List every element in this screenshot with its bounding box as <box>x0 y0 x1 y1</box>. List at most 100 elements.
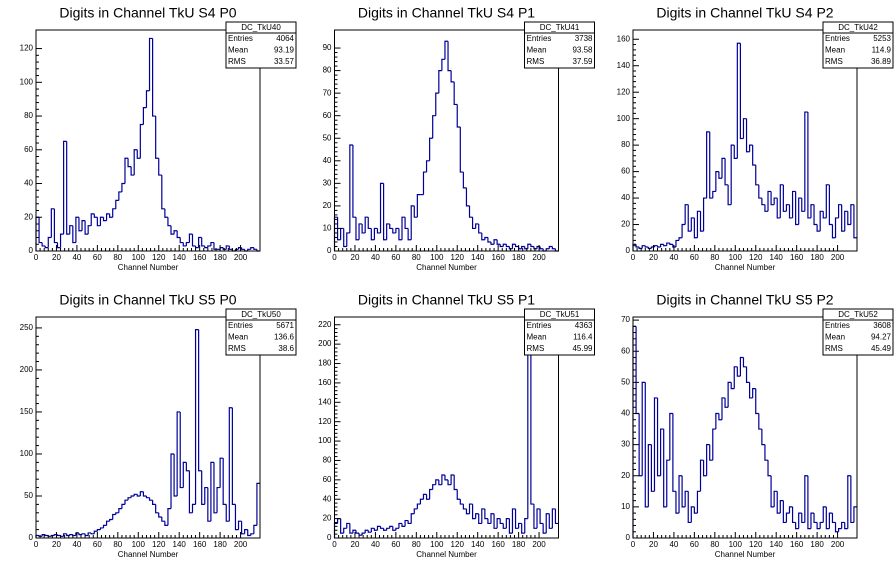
histogram-bin <box>508 518 513 534</box>
histogram-bin <box>844 522 848 530</box>
histogram-bin <box>465 187 470 207</box>
histogram-bin <box>801 198 805 212</box>
histogram-bin <box>139 491 144 496</box>
histogram-bin <box>376 525 381 531</box>
x-tick-label: 100 <box>729 253 743 262</box>
histogram-bin <box>225 245 230 250</box>
x-tick-label: 200 <box>532 253 546 262</box>
histogram-bin <box>536 508 541 529</box>
histogram-bin <box>361 223 366 234</box>
histogram-bin <box>395 227 399 233</box>
histogram-bin <box>693 506 698 514</box>
x-tick-label: 80 <box>710 540 719 549</box>
histogram-bin <box>361 532 366 536</box>
stats-label: RMS <box>228 344 246 353</box>
histogram-bin <box>219 457 224 488</box>
x-tick-label: 100 <box>729 540 743 549</box>
histogram-bin <box>429 488 433 500</box>
histogram-bin <box>419 498 424 505</box>
histogram-bin <box>650 246 655 249</box>
stats-box <box>225 21 297 69</box>
histogram-bin <box>127 158 132 168</box>
x-axis-label: Channel Number <box>416 550 477 559</box>
x-tick-label: 160 <box>491 253 505 262</box>
stats-label: Entries <box>527 34 552 43</box>
histogram-bin <box>41 534 46 537</box>
histogram-bin <box>66 141 70 235</box>
histogram-bin <box>336 217 341 241</box>
histogram-bin <box>545 248 550 251</box>
histogram-bin <box>702 460 707 477</box>
histogram-bin <box>182 242 187 247</box>
stats-value: 33.57 <box>274 57 295 66</box>
x-tick-label: 120 <box>152 540 166 549</box>
histogram-bin <box>201 470 205 505</box>
x-tick-label: 60 <box>690 253 699 262</box>
histogram-bin <box>386 223 390 240</box>
histogram-bin <box>687 204 692 232</box>
x-tick-label: 40 <box>669 540 678 549</box>
histogram-bin <box>173 453 178 497</box>
plot-frame <box>334 316 559 539</box>
histogram-bin <box>850 204 854 225</box>
histogram-bin <box>93 530 98 534</box>
histogram-bin <box>250 247 254 250</box>
histogram-bin <box>490 241 495 245</box>
y-tick-label: 30 <box>621 440 630 449</box>
stats-value: 37.59 <box>572 57 593 66</box>
y-tick-label: 0 <box>626 246 631 255</box>
histogram-bin <box>401 523 406 527</box>
histogram-pad: Digits in Channel TkU S4 P2 0 20 40 60 80 100 1… <box>617 5 894 272</box>
histogram-bin <box>136 494 141 497</box>
stats-value: 36.89 <box>871 57 892 66</box>
stats-value: 94.27 <box>871 333 892 342</box>
x-tick-label: 160 <box>193 540 207 549</box>
histogram-bin <box>167 507 172 526</box>
histogram-bin <box>152 500 156 505</box>
histogram-bin <box>816 522 821 530</box>
y-tick-label: 200 <box>318 339 332 348</box>
histogram-bin <box>514 244 519 248</box>
histogram-bin <box>444 474 449 481</box>
histogram-bin <box>776 491 781 514</box>
histogram-bin <box>441 58 445 71</box>
histogram-bin <box>105 213 110 221</box>
stats-label: RMS <box>825 344 843 353</box>
x-tick-label: 160 <box>790 253 804 262</box>
histogram-bin <box>352 145 356 218</box>
histogram-bin <box>432 484 436 490</box>
histogram-bin <box>641 245 646 249</box>
histogram-bin <box>647 247 652 249</box>
histogram-bin <box>155 504 159 514</box>
histogram-bin <box>813 204 818 226</box>
stats-label: Entries <box>228 34 253 43</box>
histogram-bin <box>795 522 799 530</box>
histogram-bin <box>247 529 251 537</box>
x-tick-label: 80 <box>113 540 122 549</box>
histogram-bin <box>158 158 162 176</box>
histogram-bin <box>41 242 46 247</box>
histogram-bin <box>398 228 403 241</box>
histogram-bin <box>225 504 230 522</box>
histogram-bin <box>521 523 525 534</box>
histogram-bin <box>660 428 664 476</box>
x-tick-label: 60 <box>93 253 102 262</box>
histogram-bin <box>690 506 695 523</box>
x-tick-label: 20 <box>52 540 61 549</box>
chart-title: Digits in Channel TkU S4 P2 <box>656 5 833 21</box>
y-tick-label: 200 <box>20 365 34 374</box>
histogram-bin <box>99 216 104 226</box>
histogram-bin <box>130 495 135 498</box>
x-tick-label: 20 <box>649 540 658 549</box>
y-tick-label: 100 <box>617 114 631 123</box>
histogram-bin <box>102 524 107 528</box>
x-tick-label: 100 <box>132 253 146 262</box>
histogram-bin <box>382 183 387 241</box>
histogram-bin <box>373 227 378 240</box>
y-tick-label: 70 <box>621 315 630 324</box>
histogram-bin <box>379 526 384 529</box>
histogram-bin <box>392 228 396 234</box>
histogram-bin <box>819 521 824 529</box>
y-tick-label: 40 <box>621 193 630 202</box>
x-tick-label: 60 <box>391 253 400 262</box>
